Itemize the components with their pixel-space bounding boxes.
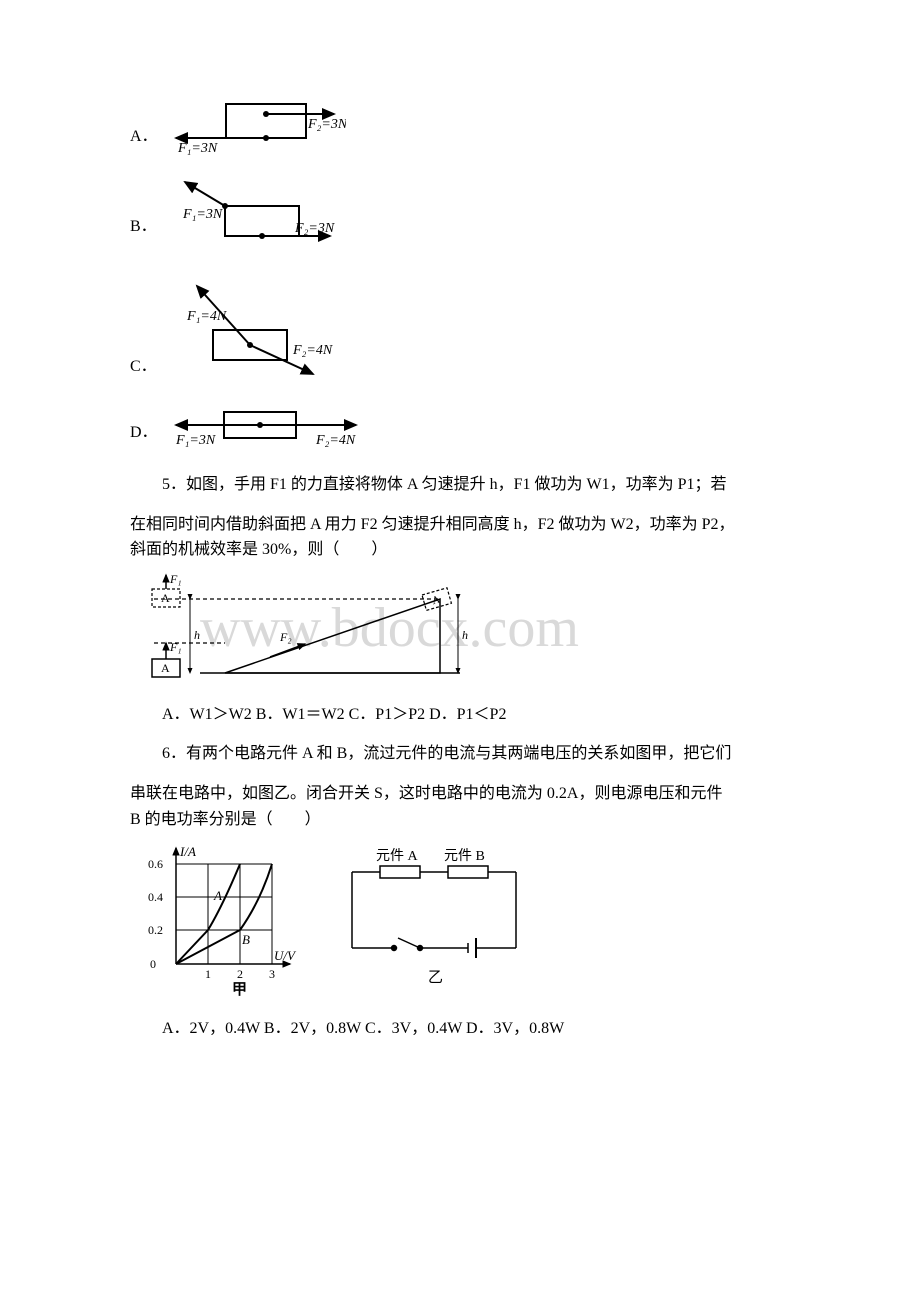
q6-figures: A B 0 0.2 0.4 0.6 1 2 3 I/A U/V 甲 <box>140 842 810 1002</box>
svg-text:F₁: F₁ <box>169 640 182 654</box>
svg-text:B: B <box>242 932 250 947</box>
svg-text:F₂=4N: F₂=4N <box>292 343 333 358</box>
svg-text:0: 0 <box>150 957 156 971</box>
svg-text:A: A <box>431 593 442 607</box>
q6-circuit: 元件 A 元件 B 乙 <box>340 842 530 992</box>
svg-text:h: h <box>194 628 200 642</box>
q4-option-d: D． F₁=3N F₂=4N <box>130 406 810 452</box>
q6-text-line1: 6．有两个电路元件 A 和 B，流过元件的电流与其两端电压的关系如图甲，把它们 <box>130 741 810 767</box>
q4-c-diagram: F₁=4N F₂=4N <box>165 276 345 386</box>
svg-text:F₂: F₂ <box>279 630 292 644</box>
svg-text:乙: 乙 <box>428 970 443 986</box>
svg-text:F₂=4N: F₂=4N <box>315 433 356 448</box>
q4-d-diagram: F₁=3N F₂=4N <box>166 406 366 452</box>
svg-text:A: A <box>161 661 170 675</box>
svg-text:1: 1 <box>205 967 211 981</box>
q4-b-diagram: F₁=3N F₂=3N <box>165 176 345 246</box>
q5-text-line3: 斜面的机械效率是 30%，则（ ） <box>130 537 810 563</box>
q4-option-b: B． F₁=3N F₂=3N <box>130 176 810 246</box>
svg-text:U/V: U/V <box>274 948 297 963</box>
svg-text:元件 A: 元件 A <box>376 848 418 864</box>
svg-text:F₁=3N: F₁=3N <box>175 433 216 448</box>
q6-text-line3: B 的电功率分别是（ ） <box>130 807 810 833</box>
q5-text-line1: 5．如图，手用 F1 的力直接将物体 A 匀速提升 h，F1 做功为 W1，功率… <box>130 472 810 498</box>
svg-text:0.2: 0.2 <box>148 923 163 937</box>
svg-text:2: 2 <box>237 967 243 981</box>
q4-a-diagram: F₁=3N F₂=3N <box>166 100 346 156</box>
q4-a-label: A． <box>130 124 158 150</box>
q6-chart: A B 0 0.2 0.4 0.6 1 2 3 I/A U/V 甲 <box>140 842 300 1002</box>
q6-text-line2: 串联在电路中，如图乙。闭合开关 S，这时电路中的电流为 0.2A，则电源电压和元… <box>130 781 810 807</box>
svg-text:h: h <box>462 628 468 642</box>
q4-option-a: A． F₁=3N F₂=3N <box>130 100 810 156</box>
svg-text:F₁=3N: F₁=3N <box>177 141 218 156</box>
svg-text:0.4: 0.4 <box>148 890 163 904</box>
svg-text:元件 B: 元件 B <box>444 848 485 864</box>
svg-text:F₂=3N: F₂=3N <box>294 221 335 236</box>
svg-text:I/A: I/A <box>179 844 196 859</box>
q6-answers: A．2V，0.4W B．2V，0.8W C．3V，0.4W D．3V，0.8W <box>130 1016 810 1042</box>
svg-text:A: A <box>213 888 222 903</box>
q4-c-label: C． <box>130 354 157 380</box>
q5-diagram: A F₁ A F₁ h A F₂ h <box>140 573 810 688</box>
svg-text:A: A <box>161 591 170 605</box>
svg-text:3: 3 <box>269 967 275 981</box>
svg-text:F₂=3N: F₂=3N <box>307 117 346 132</box>
svg-text:甲: 甲 <box>232 981 247 998</box>
svg-text:F₁=3N: F₁=3N <box>182 207 223 222</box>
q4-d-label: D． <box>130 420 158 446</box>
svg-text:F₁=4N: F₁=4N <box>186 309 227 324</box>
svg-text:0.6: 0.6 <box>148 857 163 871</box>
q5-answers: A．W1＞W2 B．W1＝W2 C．P1＞P2 D．P1＜P2 <box>130 702 810 728</box>
q4-option-c: C． F₁=4N F₂=4N <box>130 276 810 386</box>
svg-text:F₁: F₁ <box>169 573 182 586</box>
q4-b-label: B． <box>130 214 157 240</box>
q5-text-line2: 在相同时间内借助斜面把 A 用力 F2 匀速提升相同高度 h，F2 做功为 W2… <box>130 512 810 538</box>
